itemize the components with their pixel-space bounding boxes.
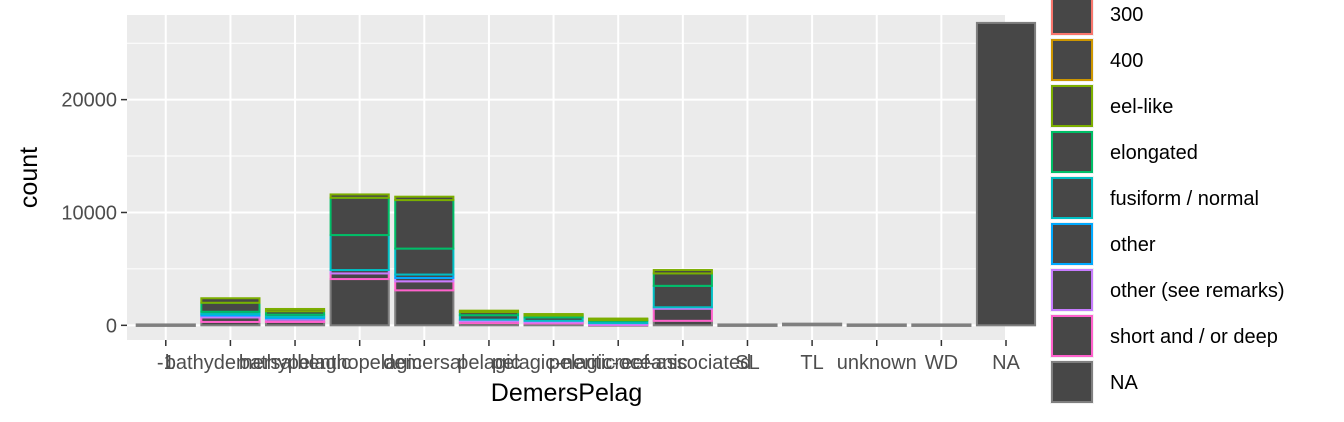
legend-key (1051, 131, 1093, 173)
legend-label: NA (1110, 372, 1138, 394)
legend-key (1051, 361, 1093, 403)
legend-key (1051, 177, 1093, 219)
bar-segment (846, 323, 907, 327)
legend-label: elongated (1110, 142, 1198, 164)
bar-segment (652, 272, 713, 287)
x-tick-label: pelagic-oceanic (549, 352, 688, 374)
legend: 300 400 eel-like elongated fusiform / normal… (1050, 0, 1285, 404)
legend-label: fusiform / normal (1110, 188, 1259, 210)
bar-segment (975, 21, 1037, 327)
y-tick-label: 20000 (61, 90, 117, 112)
bar-segment (394, 247, 455, 276)
legend-label: 300 (1110, 4, 1143, 26)
bar-segment (329, 278, 390, 327)
x-tick-label: pelagic-neritic (492, 352, 615, 374)
legend-key (1051, 315, 1093, 357)
x-tick-label: -1 (157, 352, 175, 374)
x-tick-label: TL (800, 352, 823, 374)
bars (135, 21, 1037, 327)
y-axis-title: count (15, 147, 43, 208)
bar-segment (652, 284, 713, 309)
x-tick-label: reef-associated (614, 352, 751, 374)
bar-segment (329, 193, 390, 199)
legend-label: eel-like (1110, 96, 1173, 118)
bar-segment (782, 322, 843, 327)
legend-key (1051, 39, 1093, 81)
bar-segment (652, 307, 713, 322)
x-tick-label: demersal (383, 352, 465, 374)
bar-segment (588, 317, 649, 322)
bar-segment (717, 323, 778, 327)
legend-label: other (see remarks) (1110, 280, 1285, 302)
x-tick-label: unknown (837, 352, 917, 374)
x-tick-label: bathydemersal (165, 352, 296, 374)
bar-segment (458, 309, 520, 314)
legend-label: 400 (1110, 50, 1143, 72)
bar-segment (135, 323, 196, 327)
bar-segment (523, 313, 584, 317)
bar-segment (200, 297, 261, 304)
bar-segment (394, 195, 455, 202)
bar-segment (394, 289, 455, 327)
legend-key (1051, 0, 1093, 35)
y-tick-label: 0 (106, 315, 117, 337)
y-tick-label: 10000 (61, 202, 117, 224)
bar-segment (200, 301, 261, 313)
bar-segment (394, 280, 455, 292)
legend-key (1051, 223, 1093, 265)
legend-label: short and / or deep (1110, 326, 1278, 348)
legend-key (1051, 269, 1093, 311)
gridlines (127, 15, 1007, 340)
x-tick-label: NA (992, 352, 1020, 374)
bar-segment (264, 307, 326, 313)
x-axis-title: DemersPelag (491, 379, 642, 407)
bar-segment (329, 234, 390, 272)
x-tick-label: benthopelagic (297, 352, 422, 374)
bar-segment (652, 269, 713, 275)
legend-label: other (1110, 234, 1156, 256)
bar-segment (911, 323, 972, 327)
x-tick-label: bathypelagic (239, 352, 351, 374)
legend-key (1051, 85, 1093, 127)
plot-panel (127, 15, 1006, 340)
bar-segment (329, 196, 390, 237)
x-tick-label: WD (925, 352, 958, 374)
bar-segment (394, 199, 455, 250)
x-tick-label: pelagic (457, 352, 520, 374)
x-tick-label: SL (735, 352, 759, 374)
